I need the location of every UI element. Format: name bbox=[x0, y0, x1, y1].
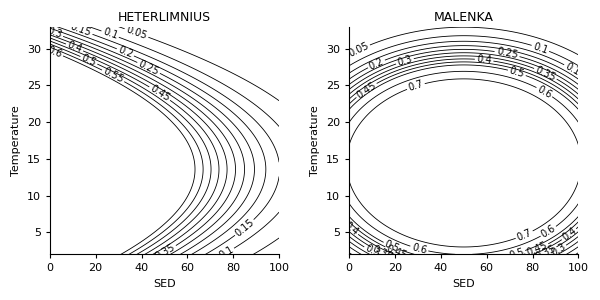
Text: 0.6: 0.6 bbox=[539, 223, 557, 240]
Text: 0.3: 0.3 bbox=[396, 54, 413, 68]
Text: 0.25: 0.25 bbox=[137, 58, 161, 77]
Text: 0.5: 0.5 bbox=[508, 246, 525, 260]
Text: 0.2: 0.2 bbox=[367, 56, 385, 71]
X-axis label: SED: SED bbox=[452, 279, 475, 289]
Text: 0.6: 0.6 bbox=[535, 84, 554, 100]
Text: 0.35: 0.35 bbox=[154, 242, 177, 262]
Text: 0.35: 0.35 bbox=[370, 243, 394, 262]
Text: 0.3: 0.3 bbox=[363, 243, 381, 260]
Text: 0.4: 0.4 bbox=[342, 220, 360, 237]
Text: 0.45: 0.45 bbox=[355, 80, 378, 100]
Text: 0.45: 0.45 bbox=[148, 83, 172, 103]
X-axis label: SED: SED bbox=[153, 279, 176, 289]
Text: 0.55: 0.55 bbox=[101, 66, 125, 85]
Text: 0.35: 0.35 bbox=[533, 243, 557, 262]
Text: 0.45: 0.45 bbox=[385, 243, 409, 260]
Title: MALENKA: MALENKA bbox=[434, 11, 494, 24]
Title: HETERLIMNIUS: HETERLIMNIUS bbox=[118, 11, 211, 24]
Text: 0.7: 0.7 bbox=[515, 227, 533, 242]
Text: 0.6: 0.6 bbox=[46, 45, 64, 60]
Text: 0.1: 0.1 bbox=[101, 27, 119, 41]
Text: 0.5: 0.5 bbox=[80, 52, 98, 68]
Text: 0.15: 0.15 bbox=[69, 22, 92, 38]
Text: 0.1: 0.1 bbox=[217, 245, 235, 261]
Text: 0.05: 0.05 bbox=[125, 25, 148, 41]
Text: 0.6: 0.6 bbox=[410, 242, 428, 256]
Text: 0.05: 0.05 bbox=[347, 41, 370, 59]
Text: 0.25: 0.25 bbox=[496, 46, 519, 61]
Text: 0.35: 0.35 bbox=[534, 64, 557, 83]
Text: 0.5: 0.5 bbox=[508, 66, 526, 80]
Text: 0.3: 0.3 bbox=[46, 26, 63, 40]
Text: 0.5: 0.5 bbox=[383, 238, 401, 254]
Text: 0.4: 0.4 bbox=[560, 226, 578, 243]
Text: 0.7: 0.7 bbox=[407, 79, 425, 93]
Text: 0.4: 0.4 bbox=[65, 40, 83, 55]
Text: 0.2: 0.2 bbox=[116, 45, 134, 60]
Text: 0.3: 0.3 bbox=[549, 242, 568, 258]
Text: 0.4: 0.4 bbox=[476, 54, 492, 66]
Text: 0.45: 0.45 bbox=[525, 240, 549, 258]
Y-axis label: Temperature: Temperature bbox=[11, 105, 21, 176]
Y-axis label: Temperature: Temperature bbox=[310, 105, 320, 176]
Text: 0.1: 0.1 bbox=[532, 41, 550, 56]
Text: 0.15: 0.15 bbox=[563, 61, 587, 81]
Text: 0.15: 0.15 bbox=[233, 217, 256, 239]
